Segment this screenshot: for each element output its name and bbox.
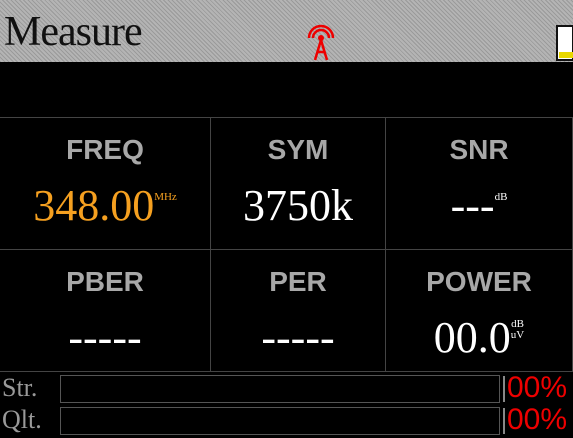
unit: dB bbox=[511, 318, 524, 330]
unit: MHz bbox=[154, 191, 177, 203]
meter-label: Str. bbox=[2, 373, 38, 402]
cell: PBER ----- bbox=[0, 250, 211, 372]
value-text: ----- bbox=[261, 313, 335, 362]
cell-value: ---dB bbox=[386, 180, 572, 231]
cell-label: SNR bbox=[449, 134, 509, 165]
cell-value: 3750k bbox=[211, 180, 385, 231]
unit: dB bbox=[494, 191, 508, 203]
cell-value: 348.00MHz bbox=[0, 180, 210, 231]
value-text: --- bbox=[450, 181, 495, 230]
antenna-icon bbox=[307, 24, 335, 61]
cell-label: PER bbox=[269, 266, 327, 297]
grid-line bbox=[0, 117, 573, 118]
cell: FREQ 348.00MHz bbox=[0, 118, 211, 250]
meter-bar bbox=[60, 375, 500, 403]
meter-separator bbox=[503, 408, 505, 434]
value-text: ----- bbox=[68, 313, 142, 362]
meter-label: Qlt. bbox=[2, 405, 42, 434]
cell-label: POWER bbox=[426, 266, 532, 297]
meter-bar bbox=[60, 407, 500, 435]
unit: uV bbox=[510, 329, 525, 341]
title-bar: Measure bbox=[0, 0, 573, 62]
cell-label: FREQ bbox=[66, 134, 144, 165]
cell: SYM 3750k bbox=[211, 118, 386, 250]
meter-separator bbox=[503, 376, 505, 402]
value-text: 3750k bbox=[243, 181, 353, 230]
cell: SNR ---dB bbox=[386, 118, 573, 250]
cell-value: ----- bbox=[0, 312, 210, 363]
cell-value: ----- bbox=[211, 312, 385, 363]
cell-label: PBER bbox=[66, 266, 144, 297]
cell: PER ----- bbox=[211, 250, 386, 372]
value-text: 348.00 bbox=[33, 181, 155, 230]
battery-icon bbox=[556, 25, 573, 61]
title: Measure bbox=[4, 9, 143, 55]
value-text: 00.0 bbox=[433, 313, 511, 362]
unit: dB uV bbox=[511, 319, 524, 341]
meter-value: 00% bbox=[507, 403, 568, 436]
cell: POWER 00.0 dB uV bbox=[386, 250, 573, 372]
meter-value: 00% bbox=[507, 371, 568, 404]
cell-value: 00.0 dB uV bbox=[386, 312, 572, 363]
cell-label: SYM bbox=[267, 134, 329, 165]
